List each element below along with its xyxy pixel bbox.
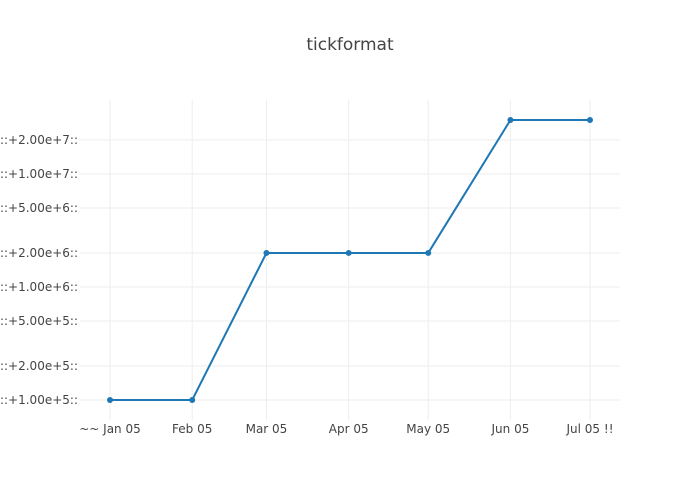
- axes: ~~ Jan 05 Feb 05 Mar 05 Apr 05 May 05 Jun 05 J…: [0, 133, 614, 436]
- y-tick-label: ::+5.00e+6::: [0, 201, 78, 215]
- x-tick-label: Jul 05 !!: [566, 422, 614, 436]
- x-tick-label: Mar 05: [246, 422, 288, 436]
- y-tick-label: ::+2.00e+7::: [0, 133, 78, 147]
- y-tick-label: ::+2.00e+5::: [0, 359, 78, 373]
- y-tick-label: ::+1.00e+6::: [0, 280, 78, 294]
- data-point[interactable]: [345, 249, 352, 256]
- y-tick-label: ::+2.00e+6::: [0, 246, 78, 260]
- data-point[interactable]: [425, 249, 432, 256]
- y-tick-label: ::+1.00e+5::: [0, 393, 78, 407]
- data-point[interactable]: [263, 249, 270, 256]
- x-tick-label: May 05: [406, 422, 450, 436]
- x-tick-label: Feb 05: [172, 422, 212, 436]
- x-tick-label: ~~ Jan 05: [79, 422, 141, 436]
- x-tick-label: Apr 05: [329, 422, 369, 436]
- series: [107, 117, 593, 403]
- y-tick-label: ::+1.00e+7::: [0, 167, 78, 181]
- y-tick-label: ::+5.00e+5::: [0, 314, 78, 328]
- x-tick-label: Jun 05: [491, 422, 530, 436]
- data-point[interactable]: [189, 397, 196, 403]
- data-point[interactable]: [107, 397, 113, 403]
- chart-title: tickformat: [306, 35, 394, 55]
- data-point[interactable]: [587, 117, 593, 123]
- data-point[interactable]: [507, 117, 514, 123]
